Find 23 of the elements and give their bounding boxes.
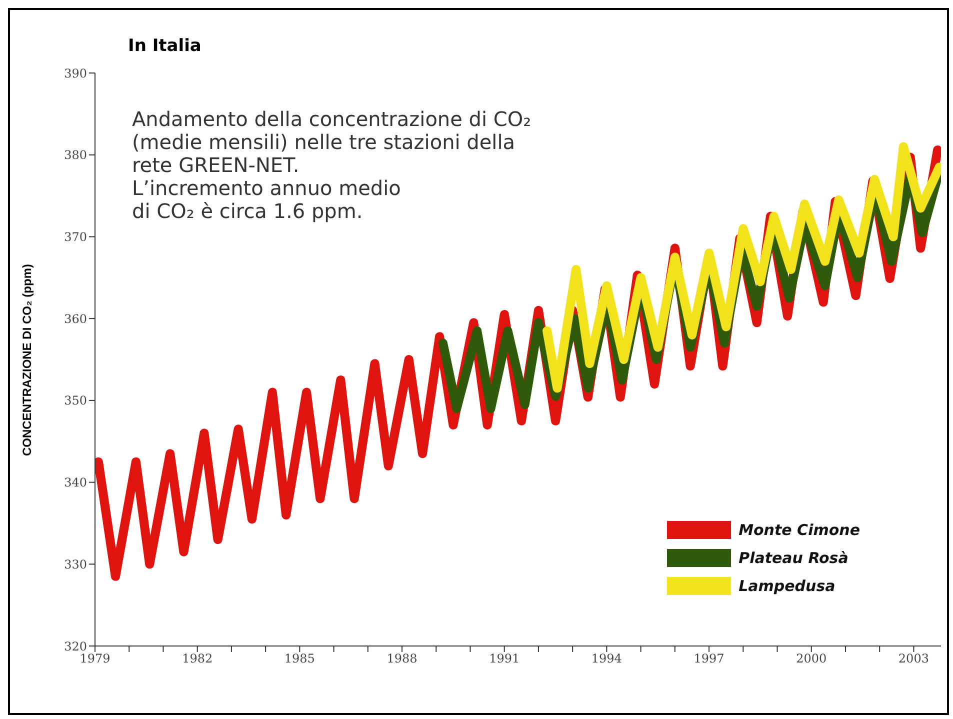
y-tick-label: 390	[64, 66, 87, 80]
legend-label: Monte Cimone	[738, 521, 860, 539]
y-tick-label: 350	[64, 394, 87, 408]
x-tick-label: 1985	[284, 652, 315, 666]
y-tick-label: 360	[64, 312, 87, 326]
x-tick-label: 1997	[694, 652, 724, 666]
x-tick-label: 1979	[80, 652, 110, 666]
y-tick-label: 320	[64, 639, 87, 654]
y-tick-label: 370	[64, 230, 87, 244]
y-tick-label: 380	[64, 148, 87, 162]
annotation: Andamento della concentrazione di CO₂ (medie mensili) nelle tre stazioni della rete GREEN-NET. L’incremento annuo medio di CO₂ è circa 1.6 ppm.	[132, 107, 532, 223]
y-axis-title: CONCENTRAZIONE DI CO₂ (ppm)	[20, 264, 34, 456]
chart-title: In Italia	[128, 36, 202, 56]
legend-label: Plateau Rosà	[738, 549, 848, 567]
x-tick-label: 2003	[898, 652, 929, 666]
legend-label: Lampedusa	[738, 577, 836, 595]
x-tick-label: 1988	[386, 652, 418, 666]
y-tick-label: 330	[64, 557, 87, 572]
y-tick-label: 340	[64, 476, 87, 490]
x-tick-label: 1982	[182, 652, 213, 666]
x-tick-label: 1991	[489, 652, 520, 666]
x-tick-label: 2000	[796, 652, 827, 666]
x-tick-label: 1994	[591, 652, 622, 666]
